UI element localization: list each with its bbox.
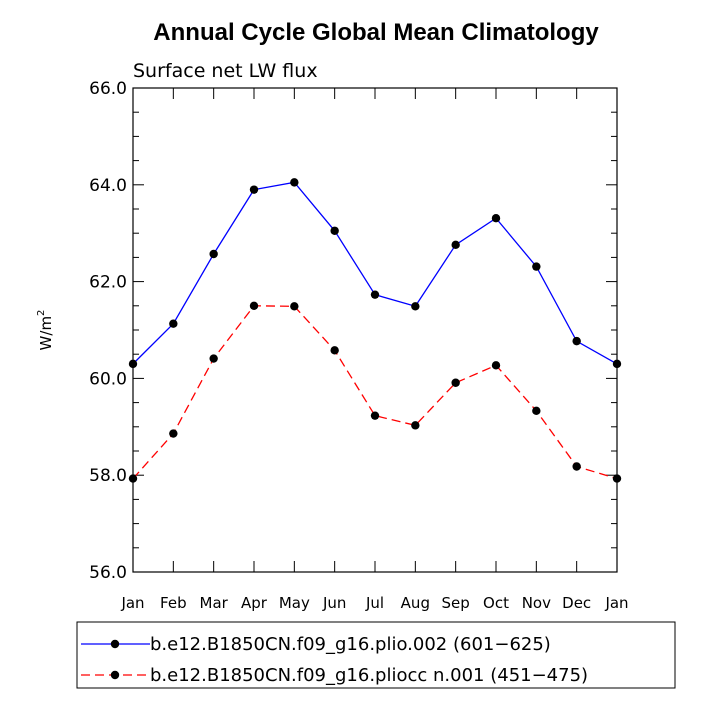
series-1-point — [169, 319, 178, 328]
series-1-point — [411, 302, 420, 311]
series-1-point — [491, 213, 501, 223]
series-2-point — [491, 361, 501, 370]
x-tick-label: Mar — [200, 594, 229, 612]
y-axis-label-superscript: 2 — [36, 310, 47, 316]
series-1-point — [128, 359, 138, 369]
legend-marker-1 — [110, 639, 120, 649]
series-1-point — [532, 262, 541, 271]
series-layer — [128, 178, 622, 483]
x-tick-label: Aug — [401, 594, 430, 612]
series-2-point — [249, 301, 259, 310]
series-1-point — [572, 336, 581, 346]
plot-axes: 56.0 58.0 60.0 62.0 64.0 66.0 Jan Feb Mar Apr May J… — [89, 79, 628, 612]
x-tick-label: Dec — [562, 594, 591, 612]
series-1-point — [249, 185, 259, 194]
plot-frame — [132, 87, 618, 573]
y-tick-label: 56.0 — [89, 563, 127, 583]
y-tick-label: 60.0 — [89, 369, 127, 389]
legend-marker-2 — [110, 670, 120, 680]
series-2-point — [290, 302, 299, 311]
chart-subtitle: Surface net LW flux — [133, 60, 318, 82]
y-tick-label: 58.0 — [89, 466, 127, 486]
series-2-point — [451, 378, 460, 387]
series-1-point — [612, 359, 622, 369]
series-2-point — [209, 354, 218, 363]
x-tick-label: Sep — [442, 594, 470, 612]
legend-label-2: b.e12.B1850CN.f09_g16.pliocc n.001 (451−… — [150, 665, 588, 686]
x-tick-label: Oct — [483, 594, 509, 612]
x-tick-label: Jun — [322, 594, 346, 612]
series-2-point — [612, 474, 622, 483]
series-line-1 — [132, 181, 618, 365]
series-2-point — [128, 474, 138, 483]
series-2-point — [532, 406, 541, 416]
legend-box — [76, 621, 676, 689]
series-1-point — [370, 290, 380, 299]
svg-text:W/m2: W/m2 — [36, 310, 55, 351]
y-tick-label: 62.0 — [89, 273, 127, 293]
y-tick-label: 66.0 — [89, 79, 127, 99]
legend-label-1: b.e12.B1850CN.f09_g16.plio.002 (601−625) — [150, 634, 551, 655]
y-axis-label: W/m2 — [36, 310, 55, 351]
series-2-point — [330, 346, 339, 355]
y-tick-label: 64.0 — [89, 176, 127, 196]
series-line-2 — [132, 305, 618, 480]
x-tick-label: Jul — [365, 594, 384, 612]
chart-title: Annual Cycle Global Mean Climatology — [153, 19, 599, 46]
x-tick-label: May — [279, 594, 310, 612]
x-tick-label: Jan — [604, 594, 628, 612]
series-2-point — [411, 421, 420, 430]
series-1-point — [330, 226, 339, 235]
legend: b.e12.B1850CN.f09_g16.plio.002 (601−625)… — [81, 634, 588, 686]
series-1-point — [209, 249, 218, 259]
y-axis-label-text: W/m — [37, 316, 55, 351]
x-tick-label: Jan — [120, 594, 144, 612]
x-tick-label: Nov — [522, 594, 551, 612]
series-1-point — [451, 240, 460, 250]
series-2-point — [169, 429, 178, 438]
x-tick-label: Feb — [160, 594, 187, 612]
x-tick-label: Apr — [241, 594, 268, 612]
series-2-point — [370, 411, 380, 420]
series-1-point — [290, 178, 299, 187]
series-2-point — [572, 462, 581, 471]
